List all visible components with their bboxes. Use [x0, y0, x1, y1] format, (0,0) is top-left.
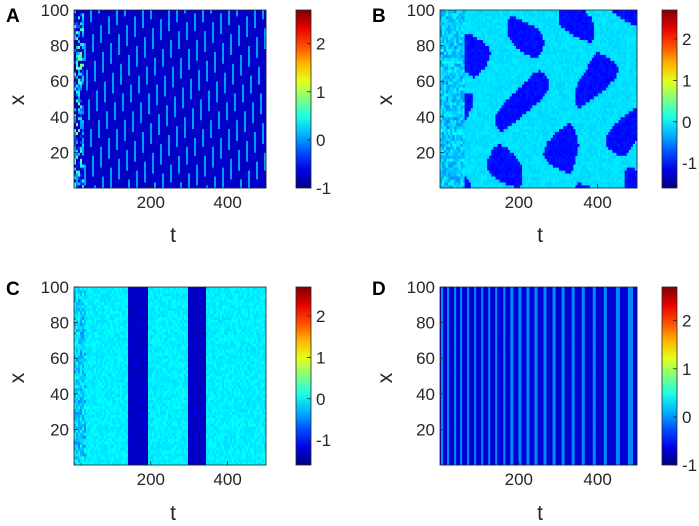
- heatmap: [74, 10, 266, 188]
- panel-label: A: [6, 6, 20, 27]
